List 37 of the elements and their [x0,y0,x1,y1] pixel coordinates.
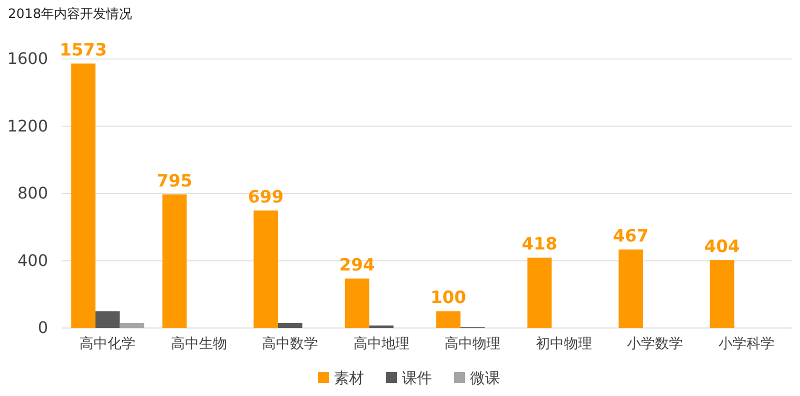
data-label: 467 [613,226,649,246]
bar [95,311,120,328]
x-tick-label: 小学数学 [627,336,684,352]
data-label: 404 [704,237,740,258]
data-label: 699 [248,187,284,208]
x-tick-label: 高中化学 [80,336,136,352]
legend-label: 微课 [470,369,500,387]
bar [369,325,394,328]
y-tick-label: 1200 [7,116,48,136]
bar [162,194,187,328]
x-tick-label: 小学科学 [718,336,774,352]
data-label: 795 [156,171,192,192]
x-tick-label: 高中生物 [170,336,227,352]
data-label: 418 [522,234,558,255]
data-label: 294 [339,256,375,276]
legend-label: 素材 [334,369,364,387]
bar [278,322,302,328]
y-tick-label: 1600 [7,49,48,68]
legend-label: 课件 [402,369,432,387]
y-tick-label: 800 [17,184,48,203]
bar [120,322,144,328]
y-tick-label: 400 [17,250,48,270]
bar [344,278,370,328]
x-tick-label: 初中物理 [536,336,592,352]
bar [436,311,460,328]
bar [254,210,278,328]
y-tick-label: 0 [38,318,48,338]
x-tick-label: 高中数学 [262,336,318,352]
bar [710,260,734,328]
chart-title: 2018年内容开发情况 [8,6,132,22]
bar [71,64,96,328]
bar [527,258,552,328]
bar [618,249,643,328]
x-tick-label: 高中地理 [353,336,410,352]
x-tick-label: 高中物理 [444,336,501,352]
data-label: 1573 [60,40,107,61]
data-label: 100 [430,288,466,308]
